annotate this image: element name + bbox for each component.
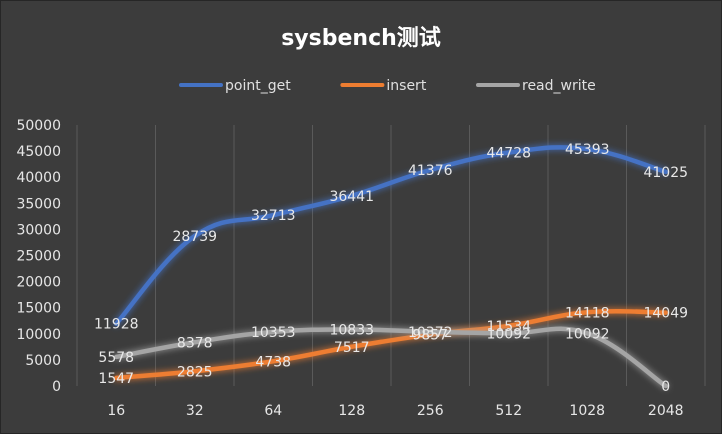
series-line-point-get	[114, 145, 668, 326]
y-tick-label: 40000	[16, 170, 61, 186]
chart-title: sysbench测试	[281, 26, 441, 51]
x-tick-label: 64	[264, 403, 282, 419]
data-label: 10092	[565, 326, 610, 342]
legend: point_get insert read_write	[179, 78, 596, 94]
data-label: 14049	[643, 306, 688, 322]
y-tick-label: 30000	[16, 222, 61, 238]
x-tick-label: 128	[338, 403, 365, 419]
y-tick-label: 15000	[16, 301, 61, 317]
legend-label: point_get	[225, 78, 291, 94]
y-tick-label: 45000	[16, 144, 61, 160]
data-label: 0	[661, 379, 670, 395]
y-tick-label: 25000	[16, 249, 61, 265]
data-label: 10353	[251, 325, 296, 341]
y-tick-label: 20000	[16, 275, 61, 291]
data-label: 10092	[486, 326, 531, 342]
x-axis: 16 32 64 128 256 512 1028 2048	[107, 403, 683, 419]
series-layer	[114, 145, 668, 389]
data-label: 10833	[329, 322, 374, 338]
y-tick-label: 5000	[25, 353, 61, 369]
x-tick-label: 256	[417, 403, 444, 419]
y-tick-label: 50000	[16, 118, 61, 134]
x-tick-label: 512	[495, 403, 522, 419]
data-label: 45393	[565, 142, 610, 158]
data-label: 32713	[251, 208, 296, 224]
grid	[76, 125, 706, 386]
data-label: 8378	[177, 335, 213, 351]
data-label: 41376	[408, 163, 453, 179]
data-label: 41025	[643, 165, 688, 181]
data-label: 36441	[329, 189, 374, 205]
data-label: 9857	[412, 328, 448, 344]
data-label: 14118	[565, 305, 610, 321]
series-line-insert	[114, 308, 668, 381]
y-tick-label: 35000	[16, 196, 61, 212]
data-labels: 11928 28739 32713 36441 41376 44728 45393 41025…	[94, 142, 688, 395]
x-tick-label: 16	[107, 403, 125, 419]
data-label: 1547	[98, 371, 134, 387]
y-axis: 0 5000 10000 15000 20000 25000 30000 35000 40000…	[16, 118, 61, 395]
data-label: 44728	[486, 146, 531, 162]
y-tick-label: 10000	[16, 327, 61, 343]
x-tick-label: 1028	[569, 403, 605, 419]
x-tick-label: 32	[186, 403, 204, 419]
data-label: 11534	[486, 319, 531, 335]
data-label: 11928	[94, 317, 139, 333]
legend-label: insert	[386, 78, 426, 94]
data-label: 7517	[334, 340, 370, 356]
series-line-read-write	[114, 326, 668, 389]
x-tick-label: 2048	[648, 403, 684, 419]
data-label: 4738	[255, 354, 291, 370]
y-tick-label: 0	[52, 379, 61, 395]
data-label: 5578	[98, 350, 134, 366]
data-label: 2825	[177, 364, 213, 380]
data-label: 10372	[408, 325, 453, 341]
legend-label: read_write	[522, 78, 596, 94]
data-label: 28739	[172, 229, 217, 245]
